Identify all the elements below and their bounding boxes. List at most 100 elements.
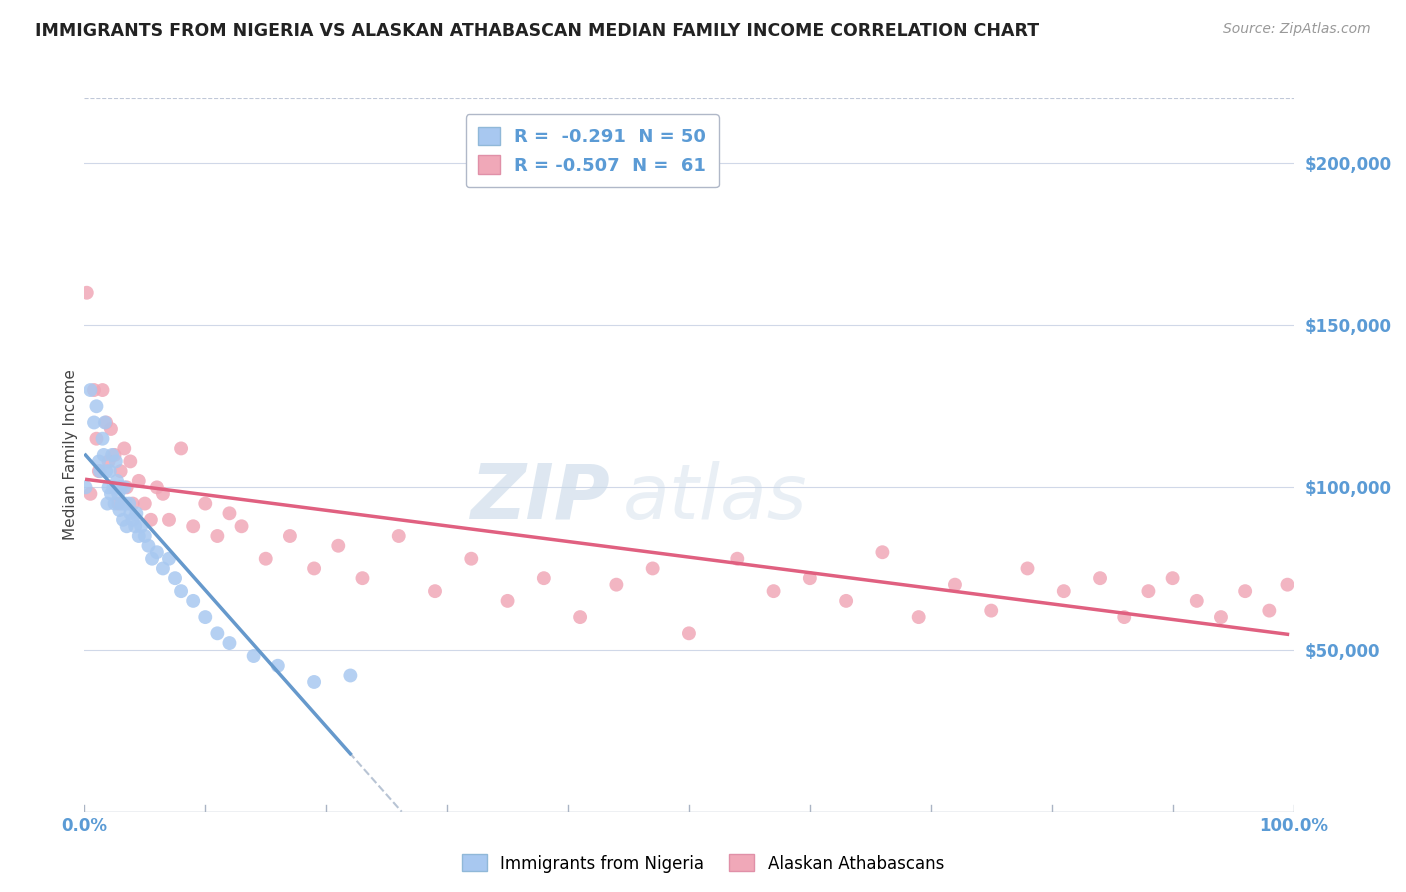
- Point: [302, 561, 325, 575]
- Point: [97, 480, 120, 494]
- Point: [107, 487, 129, 501]
- Point: [460, 551, 482, 566]
- Point: [104, 454, 127, 468]
- Point: [1137, 584, 1160, 599]
- Point: [146, 545, 169, 559]
- Point: [89, 464, 111, 478]
- Point: [146, 480, 169, 494]
- Point: [207, 529, 229, 543]
- Legend: Immigrants from Nigeria, Alaskan Athabascans: Immigrants from Nigeria, Alaskan Athabas…: [456, 847, 950, 880]
- Point: [110, 480, 132, 494]
- Point: [134, 529, 156, 543]
- Point: [91, 432, 114, 446]
- Point: [104, 497, 127, 511]
- Point: [242, 648, 264, 663]
- Text: ZIP: ZIP: [471, 461, 610, 534]
- Point: [98, 464, 121, 478]
- Point: [1185, 594, 1208, 608]
- Point: [93, 448, 115, 462]
- Point: [943, 577, 966, 591]
- Point: [128, 529, 150, 543]
- Point: [75, 480, 97, 494]
- Point: [83, 416, 105, 430]
- Point: [678, 626, 700, 640]
- Point: [423, 584, 446, 599]
- Point: [94, 416, 117, 430]
- Point: [194, 497, 217, 511]
- Point: [104, 448, 127, 462]
- Legend: R =  -0.291  N = 50, R = -0.507  N =  61: R = -0.291 N = 50, R = -0.507 N = 61: [465, 114, 718, 187]
- Point: [97, 454, 120, 468]
- Point: [118, 497, 141, 511]
- Point: [907, 610, 929, 624]
- Point: [91, 383, 114, 397]
- Point: [218, 506, 240, 520]
- Point: [141, 551, 163, 566]
- Point: [835, 594, 858, 608]
- Point: [138, 539, 160, 553]
- Point: [170, 584, 193, 599]
- Point: [76, 285, 98, 300]
- Point: [100, 422, 122, 436]
- Point: [339, 668, 361, 682]
- Point: [1258, 604, 1281, 618]
- Point: [121, 513, 143, 527]
- Point: [165, 571, 187, 585]
- Text: Source: ZipAtlas.com: Source: ZipAtlas.com: [1223, 22, 1371, 37]
- Point: [872, 545, 894, 559]
- Point: [103, 480, 125, 494]
- Point: [94, 464, 117, 478]
- Point: [111, 497, 134, 511]
- Point: [328, 539, 350, 553]
- Point: [125, 506, 148, 520]
- Point: [107, 497, 129, 511]
- Point: [115, 480, 138, 494]
- Point: [207, 626, 229, 640]
- Point: [100, 487, 122, 501]
- Point: [112, 480, 135, 494]
- Point: [267, 658, 290, 673]
- Point: [605, 577, 627, 591]
- Point: [725, 551, 748, 566]
- Point: [120, 454, 142, 468]
- Point: [128, 474, 150, 488]
- Point: [1277, 577, 1299, 591]
- Text: atlas: atlas: [623, 461, 807, 534]
- Point: [254, 551, 277, 566]
- Point: [101, 448, 124, 462]
- Point: [533, 571, 555, 585]
- Point: [799, 571, 821, 585]
- Point: [569, 610, 592, 624]
- Point: [105, 474, 128, 488]
- Point: [1209, 610, 1232, 624]
- Point: [980, 604, 1002, 618]
- Point: [87, 464, 110, 478]
- Point: [1234, 584, 1257, 599]
- Point: [352, 571, 374, 585]
- Point: [194, 610, 217, 624]
- Point: [108, 503, 131, 517]
- Point: [134, 497, 156, 511]
- Point: [152, 561, 174, 575]
- Point: [152, 487, 174, 501]
- Point: [641, 561, 664, 575]
- Text: IMMIGRANTS FROM NIGERIA VS ALASKAN ATHABASCAN MEDIAN FAMILY INCOME CORRELATION C: IMMIGRANTS FROM NIGERIA VS ALASKAN ATHAB…: [35, 22, 1039, 40]
- Point: [120, 506, 142, 520]
- Point: [181, 594, 204, 608]
- Point: [278, 529, 301, 543]
- Point: [121, 497, 143, 511]
- Point: [86, 399, 108, 413]
- Point: [1114, 610, 1136, 624]
- Point: [157, 551, 180, 566]
- Y-axis label: Median Family Income: Median Family Income: [63, 369, 77, 541]
- Point: [124, 519, 146, 533]
- Point: [86, 432, 108, 446]
- Point: [96, 497, 118, 511]
- Point: [218, 636, 240, 650]
- Point: [79, 383, 101, 397]
- Point: [762, 584, 785, 599]
- Point: [170, 442, 193, 456]
- Point: [115, 519, 138, 533]
- Point: [83, 383, 105, 397]
- Point: [1053, 584, 1076, 599]
